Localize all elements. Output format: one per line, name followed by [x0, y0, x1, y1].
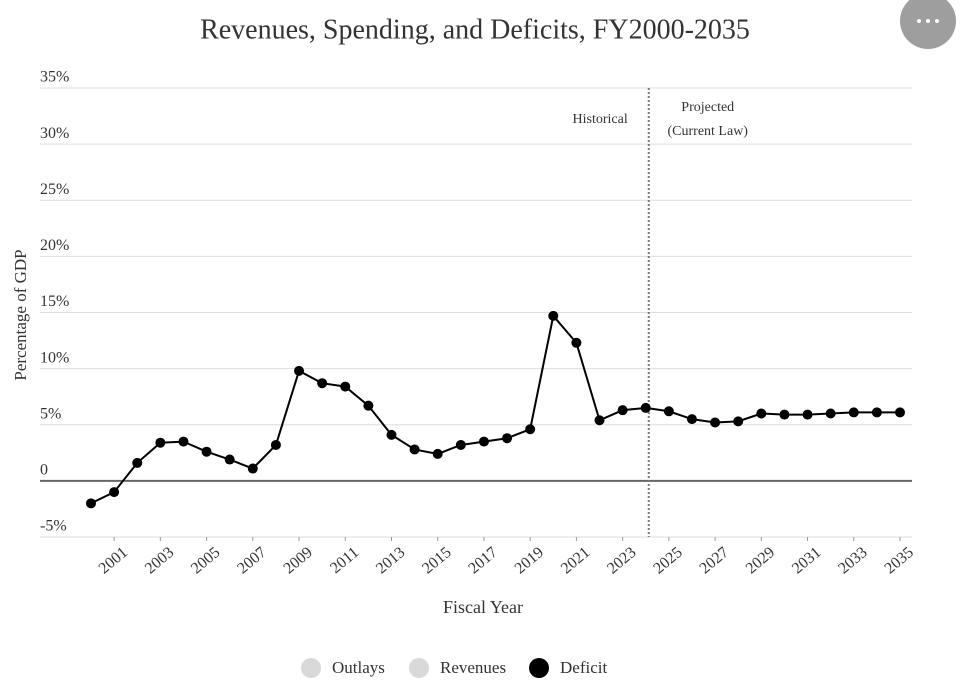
y-axis-title: Percentage of GDP	[11, 249, 30, 380]
menu-dot	[926, 19, 930, 23]
x-tick-label: 2005	[188, 544, 223, 578]
data-point	[663, 406, 674, 417]
data-point	[802, 409, 813, 420]
data-point	[178, 436, 189, 447]
x-tick-label: 2013	[373, 544, 408, 578]
x-tick-label: 2009	[281, 544, 316, 578]
data-point	[502, 433, 513, 444]
data-point	[386, 429, 397, 440]
x-tick-label: 2021	[558, 544, 593, 578]
y-tick-label: 15%	[40, 293, 69, 310]
y-tick-label: 5%	[40, 405, 61, 422]
data-point	[363, 400, 374, 411]
legend-label: Revenues	[440, 658, 506, 677]
data-point	[132, 457, 143, 468]
x-tick-label: 2023	[604, 544, 639, 578]
data-point	[478, 436, 489, 447]
data-point	[548, 310, 559, 321]
data-point	[109, 487, 120, 498]
x-axis-title: Fiscal Year	[443, 597, 523, 617]
divider-right-label: Projected	[681, 100, 734, 115]
data-point	[409, 444, 420, 455]
legend-label: Outlays	[332, 658, 385, 677]
y-tick-label: 25%	[40, 181, 69, 198]
data-point	[779, 409, 790, 420]
x-tick-label: 2003	[142, 544, 177, 578]
menu-button[interactable]	[900, 0, 956, 49]
x-tick-label: 2027	[697, 544, 732, 578]
data-point	[525, 424, 536, 435]
x-tick-label: 2007	[234, 544, 269, 578]
x-tick-label: 2015	[419, 544, 454, 578]
legend-swatch	[301, 658, 321, 678]
legend-swatch	[529, 658, 549, 678]
data-point	[270, 439, 281, 450]
data-point	[86, 498, 96, 509]
data-point	[617, 405, 628, 416]
legend-swatch	[409, 658, 429, 678]
data-point	[340, 381, 351, 392]
data-point	[594, 415, 605, 426]
data-point	[848, 407, 859, 418]
data-point	[455, 439, 466, 450]
data-point	[317, 378, 328, 389]
x-tick-label: 2001	[96, 544, 131, 578]
data-point	[224, 454, 235, 465]
x-tick-label: 2029	[743, 544, 778, 578]
data-point	[756, 408, 767, 419]
y-tick-label: 0	[40, 462, 48, 479]
data-point	[201, 446, 212, 457]
data-point	[432, 448, 443, 459]
data-point	[825, 408, 836, 419]
data-point	[640, 402, 651, 413]
y-tick-label: 35%	[40, 69, 69, 86]
y-tick-label: 10%	[40, 349, 69, 366]
data-point	[871, 407, 882, 418]
menu-dot	[935, 19, 939, 23]
data-point	[686, 414, 697, 425]
menu-dot	[917, 19, 921, 23]
y-tick-label: -5%	[40, 518, 67, 535]
data-point	[733, 416, 744, 427]
data-point	[294, 365, 305, 376]
y-tick-label: 30%	[40, 125, 69, 142]
divider-right-label: (Current Law)	[668, 124, 749, 139]
chart-title: Revenues, Spending, and Deficits, FY2000…	[200, 14, 750, 45]
data-point	[571, 337, 582, 348]
x-tick-label: 2019	[512, 544, 547, 578]
x-tick-label: 2017	[465, 544, 500, 578]
x-tick-label: 2011	[327, 544, 362, 577]
x-tick-label: 2035	[881, 544, 916, 578]
data-point	[710, 417, 721, 428]
data-point	[155, 437, 166, 448]
divider-left-label: Historical	[573, 112, 628, 127]
data-point	[247, 463, 258, 474]
x-tick-label: 2033	[835, 544, 870, 578]
data-point	[895, 407, 905, 418]
series-line	[90, 313, 900, 505]
y-tick-label: 20%	[40, 237, 69, 254]
legend-label: Deficit	[560, 658, 607, 677]
x-tick-label: 2031	[789, 544, 824, 578]
x-tick-label: 2025	[650, 544, 685, 578]
menu-circle[interactable]	[900, 0, 956, 49]
